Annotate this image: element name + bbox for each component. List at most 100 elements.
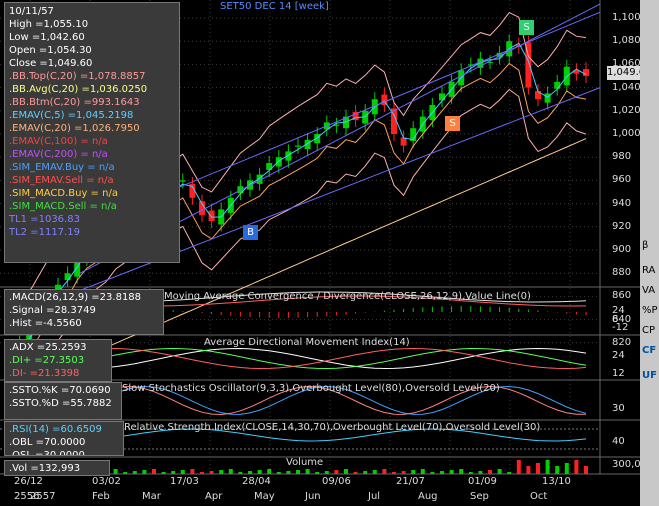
volume-bar (123, 472, 128, 474)
candle-body (544, 93, 551, 103)
x-date-label: 13/10 (542, 476, 571, 487)
info-line: .EMAV(C,20) =1,026.7950 (9, 123, 140, 135)
volume-bar (248, 471, 252, 474)
candle-body (391, 108, 397, 134)
volume-bar (420, 469, 425, 474)
toolbar-item[interactable]: CP (642, 325, 656, 336)
x-month-label: Mar (142, 491, 161, 502)
volume-bar (449, 470, 454, 474)
info-line: .SIM_EMAV.Sell = n/a (9, 175, 114, 187)
price-tick-label: 960 (612, 174, 632, 186)
volume-bar (180, 470, 185, 474)
volume-bar (536, 463, 540, 474)
price-tick-label: 840 (612, 313, 632, 325)
info-line: .EMAV(C,100) = n/a (9, 136, 108, 148)
volume-bar (228, 469, 233, 474)
candle-body (304, 139, 311, 150)
sell-marker-mid[interactable]: S (445, 116, 460, 131)
price-tick-label: 880 (612, 267, 632, 279)
indicator-tick-label: 24 (612, 350, 625, 361)
volume-bar (392, 472, 396, 474)
candle-body (487, 62, 493, 64)
price-tick-label: 1,060 (612, 58, 641, 70)
indicator-tick-label: 30 (612, 403, 625, 414)
candle-body (266, 163, 273, 170)
x-date-label: 28/04 (242, 476, 271, 487)
indicator-tick-label: 6 (612, 314, 619, 325)
info-line: High =1,055.10 (9, 19, 89, 31)
volume-bar (190, 469, 195, 474)
volume-info-panel: .Vol =132,993 (4, 460, 110, 476)
toolbar-item[interactable]: β (642, 240, 649, 251)
x-month-label: May (254, 491, 275, 502)
candle-body (352, 111, 359, 121)
info-line: .EMAV(C,5) =1,045.2198 (9, 110, 134, 122)
volume-bar (315, 472, 320, 474)
volume-bar (363, 471, 368, 474)
volume-bar (411, 470, 416, 474)
macd-line: .Hist =-4.5560 (9, 318, 82, 329)
price-tick-label: 1,100 (612, 12, 641, 23)
volume-bar (219, 470, 224, 474)
indicator-tick-label: 12 (612, 368, 625, 379)
x-month-label: Jul (368, 491, 381, 502)
info-line: TL1 =1036.83 (9, 214, 80, 226)
trendline-tl1 (19, 87, 601, 315)
volume-bar (132, 471, 137, 474)
info-line: .BB.Top(C,20) =1,078.8857 (9, 71, 146, 83)
volume-value: .Vol =132,993 (9, 463, 81, 474)
ssto-title: Slow Stochastics Oscillator(9,3,3),Overb… (122, 383, 500, 394)
info-line: Close =1,049.60 (9, 58, 93, 70)
info-line: Low =1,042.60 (9, 32, 85, 44)
info-line: .SIM_EMAV.Buy = n/a (9, 162, 115, 174)
candle-body (583, 69, 589, 76)
info-line: .SIM_MACD.Buy = n/a (9, 188, 118, 200)
adx-title: Average Directional Movement Index(14) (204, 337, 410, 348)
toolbar-item[interactable]: UF (642, 370, 657, 381)
candle-body (333, 124, 340, 126)
right-toolbar: β RA VA %P CP CF UF (640, 0, 659, 506)
x-date-label: 01/09 (468, 476, 497, 487)
x-date-label: 09/06 (322, 476, 351, 487)
candle-body (256, 174, 263, 184)
volume-bar (200, 472, 204, 474)
volume-bar (305, 469, 310, 474)
price-tick-label: 980 (612, 151, 632, 163)
bollinger-bottom-line (9, 88, 587, 412)
volume-bar (296, 470, 300, 474)
candle-body (400, 137, 407, 146)
toolbar-item[interactable]: %P (642, 305, 658, 316)
volume-bar (142, 470, 147, 474)
toolbar-item[interactable]: RA (642, 265, 656, 276)
sell-marker-top[interactable]: S (519, 20, 534, 35)
rsi-title: Relative Strength Index(CLOSE,14,30,70),… (124, 422, 541, 433)
info-date: 10/11/57 (9, 6, 54, 17)
toolbar-item[interactable]: CF (642, 345, 657, 356)
adx-line: .ADX =25.2593 (9, 342, 87, 353)
rsi-line: .RSI(14) =60.6509 (9, 424, 102, 435)
volume-bar (267, 469, 272, 474)
x-month-label: Jun (305, 491, 321, 502)
indicator-tick-label: 300,0 (612, 459, 641, 470)
info-line: TL2 =1117.19 (9, 227, 80, 239)
ssto-info-panel: .SSTO.%K =70.0690 .SSTO.%D =55.7882 (4, 382, 122, 420)
candle-body (477, 58, 484, 68)
x-date-label: 21/07 (396, 476, 425, 487)
volume-bar (507, 472, 512, 474)
buy-marker[interactable]: B (243, 225, 258, 240)
volume-bar (161, 472, 166, 474)
volume-bar (545, 460, 550, 474)
candle-body (525, 42, 532, 88)
volume-bar (526, 466, 531, 474)
macd-line: .Signal =28.3749 (9, 305, 96, 316)
candle-body (381, 94, 388, 105)
volume-bar (382, 469, 387, 474)
toolbar-item[interactable]: VA (642, 285, 656, 296)
candle-body (554, 81, 561, 89)
price-tick-label: 1,040 (612, 81, 641, 93)
volume-title: Volume (286, 457, 324, 468)
adx-line: .DI+ =27.3503 (9, 355, 85, 366)
candle-body (64, 273, 71, 281)
x-year-label: 2557 (30, 491, 56, 502)
candle-body (573, 70, 580, 74)
